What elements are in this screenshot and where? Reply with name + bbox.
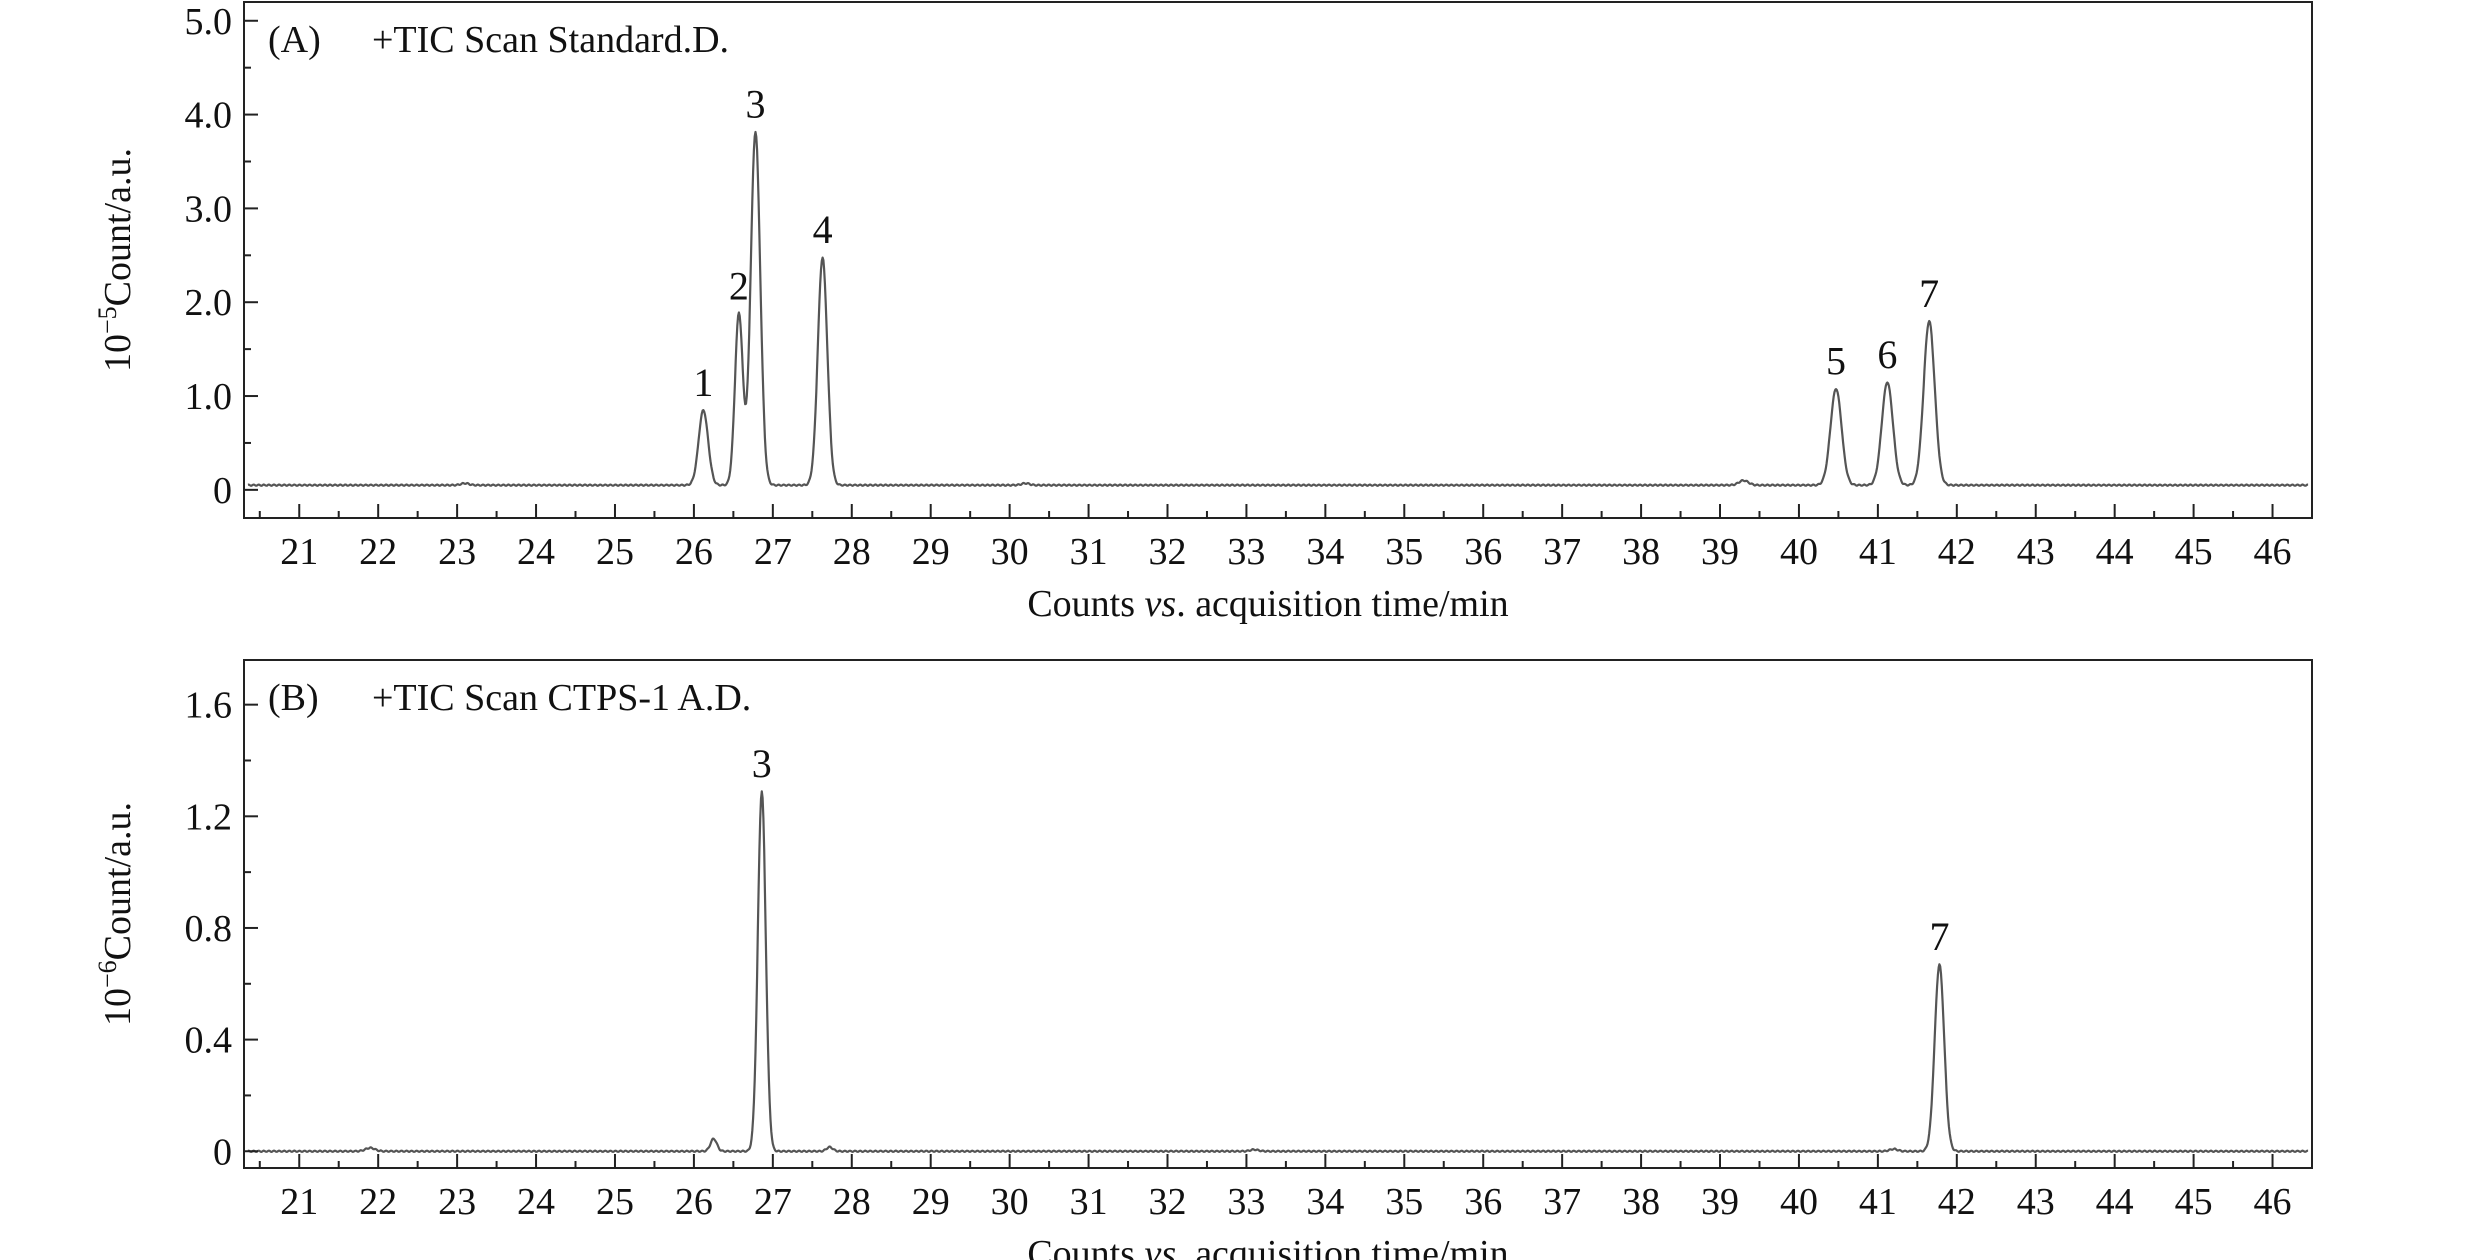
y-tick-label: 1.2 <box>185 796 233 838</box>
plot-frame <box>243 659 2313 1169</box>
x-tick-label: 36 <box>1464 531 1502 573</box>
x-tick-label: 21 <box>280 1181 318 1223</box>
y-tick-label: 2.0 <box>185 282 233 324</box>
y-axis-label-part: 10 <box>97 334 139 372</box>
x-axis-label-part: . acquisition time/min <box>1176 1233 1508 1260</box>
peak-label: 3 <box>745 81 765 126</box>
x-tick-label: 26 <box>675 531 713 573</box>
x-tick-label: 29 <box>912 1181 950 1223</box>
x-axis-label-part: Counts <box>1027 583 1144 625</box>
x-tick-label: 23 <box>438 531 476 573</box>
peak-label: 3 <box>752 741 772 786</box>
x-tick-label: 30 <box>991 1181 1029 1223</box>
x-tick-label: 36 <box>1464 1181 1502 1223</box>
x-tick-label: 37 <box>1543 1181 1581 1223</box>
peak-label: 4 <box>813 207 833 252</box>
y-axis-label: 10−5Count/a.u. <box>93 148 139 372</box>
x-tick-label: 34 <box>1306 531 1344 573</box>
y-axis-label-part: Count/a.u. <box>97 802 139 960</box>
y-axis-label: 10−6Count/a.u. <box>93 802 139 1026</box>
x-tick-label: 38 <box>1622 531 1660 573</box>
x-tick-label: 43 <box>2017 531 2055 573</box>
x-tick-label: 28 <box>833 1181 871 1223</box>
x-tick-label: 35 <box>1385 1181 1423 1223</box>
x-axis-label-part: Counts <box>1027 1233 1144 1260</box>
y-axis-label-exponent: −6 <box>93 960 122 988</box>
series-line <box>247 130 2309 487</box>
y-tick-label: 0 <box>213 1131 232 1173</box>
y-tick-label: 5.0 <box>185 1 233 43</box>
x-tick-label: 43 <box>2017 1181 2055 1223</box>
x-tick-label: 42 <box>1938 531 1976 573</box>
peak-label: 5 <box>1826 339 1846 384</box>
x-tick-label: 23 <box>438 1181 476 1223</box>
panel-label: (B) <box>268 677 319 719</box>
plot-frame <box>243 1 2313 519</box>
x-tick-label: 33 <box>1227 531 1265 573</box>
chart-title: +TIC Scan CTPS-1 A.D. <box>372 677 751 719</box>
x-tick-label: 46 <box>2254 531 2292 573</box>
panel-a: 21 22 23 24 25 26 27 28 29 30 31 32 33 34 35 36 37 38 39 40… <box>93 1 2313 625</box>
peak-label: 2 <box>729 263 749 308</box>
y-axis-label-exponent: −5 <box>93 306 122 334</box>
x-tick-label: 29 <box>912 531 950 573</box>
peak-label: 7 <box>1929 914 1949 959</box>
x-tick-label: 32 <box>1148 1181 1186 1223</box>
x-tick-label: 32 <box>1148 531 1186 573</box>
y-tick-label: 4.0 <box>185 95 233 137</box>
y-tick-label: 1.0 <box>185 376 233 418</box>
x-tick-label: 34 <box>1306 1181 1344 1223</box>
x-axis-label: Counts vs. acquisition time/min <box>1027 583 1508 625</box>
x-tick-label: 38 <box>1622 1181 1660 1223</box>
x-axis-label: Counts vs. acquisition time/min <box>1027 1233 1508 1260</box>
y-tick-label: 0 <box>213 470 232 512</box>
x-tick-label: 39 <box>1701 531 1739 573</box>
x-tick-label: 40 <box>1780 1181 1818 1223</box>
x-tick-label: 22 <box>359 531 397 573</box>
y-tick-label: 0.4 <box>185 1020 233 1062</box>
peak-label: 1 <box>693 360 713 405</box>
x-tick-label: 25 <box>596 1181 634 1223</box>
x-tick-label: 31 <box>1070 1181 1108 1223</box>
x-tick-label: 26 <box>675 1181 713 1223</box>
x-tick-label: 31 <box>1070 531 1108 573</box>
x-tick-label: 44 <box>2096 1181 2134 1223</box>
x-tick-label: 45 <box>2175 1181 2213 1223</box>
x-tick-label: 25 <box>596 531 634 573</box>
y-tick-label: 1.6 <box>185 685 233 727</box>
chart-title: +TIC Scan Standard.D. <box>372 19 729 61</box>
x-tick-label: 33 <box>1227 1181 1265 1223</box>
x-tick-label: 24 <box>517 1181 555 1223</box>
x-tick-label: 24 <box>517 531 555 573</box>
x-tick-label: 37 <box>1543 531 1581 573</box>
x-tick-label: 28 <box>833 531 871 573</box>
x-tick-label: 22 <box>359 1181 397 1223</box>
panel-b: 21 22 23 24 25 26 27 28 29 30 31 32 33 34 35 36 37 38 39 40… <box>93 659 2313 1260</box>
x-tick-label: 41 <box>1859 531 1897 573</box>
x-tick-label: 35 <box>1385 531 1423 573</box>
x-axis-label-part: . acquisition time/min <box>1176 583 1508 625</box>
x-tick-label: 21 <box>280 531 318 573</box>
series-line <box>247 790 2309 1153</box>
y-tick-label: 0.8 <box>185 908 233 950</box>
x-axis-label-part: vs <box>1145 583 1177 625</box>
x-tick-label: 41 <box>1859 1181 1897 1223</box>
x-tick-label: 45 <box>2175 531 2213 573</box>
x-tick-label: 39 <box>1701 1181 1739 1223</box>
x-tick-label: 27 <box>754 1181 792 1223</box>
x-tick-label: 44 <box>2096 531 2134 573</box>
peak-label: 6 <box>1877 332 1897 377</box>
x-tick-label: 40 <box>1780 531 1818 573</box>
y-axis-label-part: Count/a.u. <box>97 148 139 306</box>
x-tick-label: 42 <box>1938 1181 1976 1223</box>
x-tick-label: 27 <box>754 531 792 573</box>
x-axis-label-part: vs <box>1145 1233 1177 1260</box>
y-axis-label-part: 10 <box>97 988 139 1026</box>
x-tick-label: 46 <box>2254 1181 2292 1223</box>
x-tick-label: 30 <box>991 531 1029 573</box>
panel-label: (A) <box>268 19 321 61</box>
peak-label: 7 <box>1919 271 1939 316</box>
y-tick-label: 3.0 <box>185 188 233 230</box>
